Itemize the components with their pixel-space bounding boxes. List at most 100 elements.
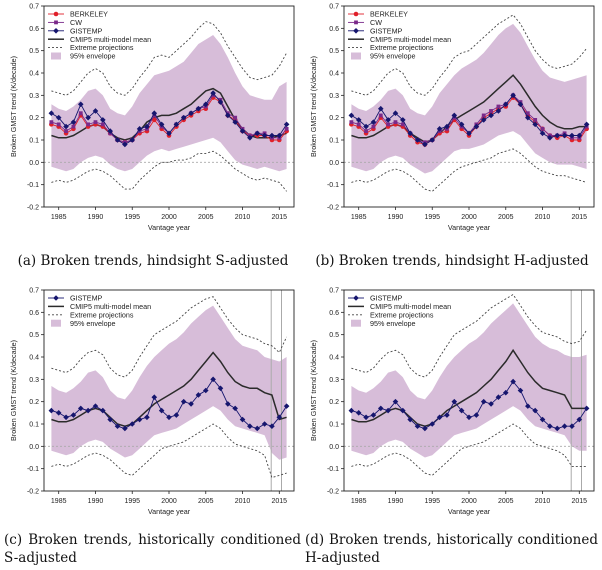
cw-point xyxy=(49,120,54,125)
gistemp-point xyxy=(276,132,283,139)
x-tick-label: 2010 xyxy=(235,214,251,221)
gistemp-point xyxy=(107,416,113,423)
cw-point xyxy=(284,126,289,131)
gistemp-point xyxy=(107,128,113,134)
gistemp-point xyxy=(444,412,450,418)
y-tick-label: 0.7 xyxy=(329,288,339,295)
gistemp-point xyxy=(136,416,143,423)
y-tick-label: 0.3 xyxy=(29,93,39,100)
y-tick-label: -0.1 xyxy=(327,466,339,473)
y-tick-label: -0.1 xyxy=(327,182,339,189)
legend-label: CMIP5 multi-model mean xyxy=(370,302,451,311)
gistemp-point xyxy=(269,423,275,430)
gistemp-point xyxy=(144,123,150,130)
gistemp-point xyxy=(195,105,202,112)
gistemp-point xyxy=(166,130,172,137)
gistemp-point xyxy=(180,398,187,405)
legend-label: Extreme projections xyxy=(70,43,134,52)
y-tick-label: 0.6 xyxy=(329,26,339,33)
gistemp-point xyxy=(348,112,355,119)
gistemp-point xyxy=(85,114,91,121)
x-tick-label: 1990 xyxy=(388,214,404,221)
gistemp-point xyxy=(466,414,472,421)
x-tick-label: 2010 xyxy=(235,498,251,505)
gistemp-point xyxy=(239,416,246,423)
gistemp-point xyxy=(151,394,158,400)
y-axis-label: Broken GMST trend (K/decade) xyxy=(9,340,18,441)
gistemp-point xyxy=(576,132,583,139)
x-tick-label: 2010 xyxy=(535,498,551,505)
extreme-projections-upper-line xyxy=(351,293,587,378)
legend-swatch-envelope xyxy=(351,319,361,327)
legend-swatch-envelope xyxy=(351,52,361,60)
x-tick-label: 1990 xyxy=(88,214,104,221)
gistemp-point xyxy=(210,90,216,96)
gistemp-point xyxy=(202,387,209,394)
y-tick-label: 0.4 xyxy=(329,355,339,362)
extreme-projections-lower-line xyxy=(351,148,587,192)
y-tick-label: 0.2 xyxy=(329,399,339,406)
chart-panel-c: -0.2 -0.1 0.0 0.1 0.2 0.3 0.4 0.5 0.6 0.7 1985 1990… xyxy=(4,284,300,520)
y-tick-label: 0.1 xyxy=(329,422,339,429)
gistemp-point xyxy=(473,123,480,130)
gistemp-point xyxy=(444,123,450,130)
gistemp-point xyxy=(188,110,194,116)
gistemp-point xyxy=(583,405,590,412)
gistemp-point xyxy=(217,385,224,392)
legend-marker-cw xyxy=(354,20,358,25)
gistemp-point xyxy=(554,425,561,432)
x-tick-label: 1995 xyxy=(424,498,440,505)
cw-point xyxy=(364,129,368,133)
gistemp-point xyxy=(480,398,487,405)
gistemp-point xyxy=(355,410,362,416)
y-tick-label: 0.6 xyxy=(29,310,39,317)
legend-swatch-envelope xyxy=(51,52,61,60)
gistemp-point xyxy=(429,421,436,427)
gistemp-point xyxy=(92,108,99,114)
gistemp-point xyxy=(385,117,391,123)
gistemp-point xyxy=(502,101,509,108)
x-tick-label: 1985 xyxy=(51,498,67,505)
gistemp-point xyxy=(363,414,369,421)
gistemp-point xyxy=(114,423,121,430)
legend-label: BERKELEY xyxy=(370,10,408,19)
y-tick-label: 0.5 xyxy=(29,48,39,55)
y-axis-label: Broken GMST trend (K/decade) xyxy=(309,340,318,441)
gistemp-point xyxy=(392,110,399,116)
gistemp-point xyxy=(407,416,413,423)
cw-point xyxy=(100,122,105,127)
gistemp-point xyxy=(532,121,538,128)
gistemp-point xyxy=(547,423,553,430)
y-tick-label: 0.4 xyxy=(329,71,339,78)
gistemp-point xyxy=(569,132,575,139)
y-tick-label: 0.1 xyxy=(29,422,39,429)
gistemp-point xyxy=(466,130,472,137)
gistemp-point xyxy=(254,425,261,432)
y-tick-label: 0.7 xyxy=(29,288,39,295)
gistemp-point xyxy=(276,414,283,421)
cmip5-mean-line xyxy=(351,348,587,427)
y-tick-label: 0.0 xyxy=(329,444,339,451)
y-tick-label: 0.5 xyxy=(29,332,39,339)
legend-marker-berkeley xyxy=(53,11,59,17)
x-axis-label: Vantage year xyxy=(148,507,191,516)
cw-point xyxy=(56,122,61,127)
gistemp-point xyxy=(488,112,494,119)
legend-label: CW xyxy=(70,18,82,27)
legend-label: 95% envelope xyxy=(370,52,416,61)
cw-point xyxy=(393,120,398,125)
legend-label: GISTEMP xyxy=(70,26,103,35)
gistemp-point xyxy=(502,389,509,396)
y-tick-label: 0.6 xyxy=(329,310,339,317)
legend-label: GISTEMP xyxy=(370,294,403,303)
legend-marker-berkeley xyxy=(353,11,359,17)
gistemp-point xyxy=(55,114,62,121)
gistemp-point xyxy=(283,121,290,128)
y-tick-label: 0.2 xyxy=(29,115,39,122)
x-tick-label: 1985 xyxy=(51,214,67,221)
gistemp-point xyxy=(225,112,231,119)
legend-label: CMIP5 multi-model mean xyxy=(70,35,151,44)
gistemp-point xyxy=(429,137,436,143)
y-axis-label: Broken GMST trend (K/decade) xyxy=(9,56,18,157)
